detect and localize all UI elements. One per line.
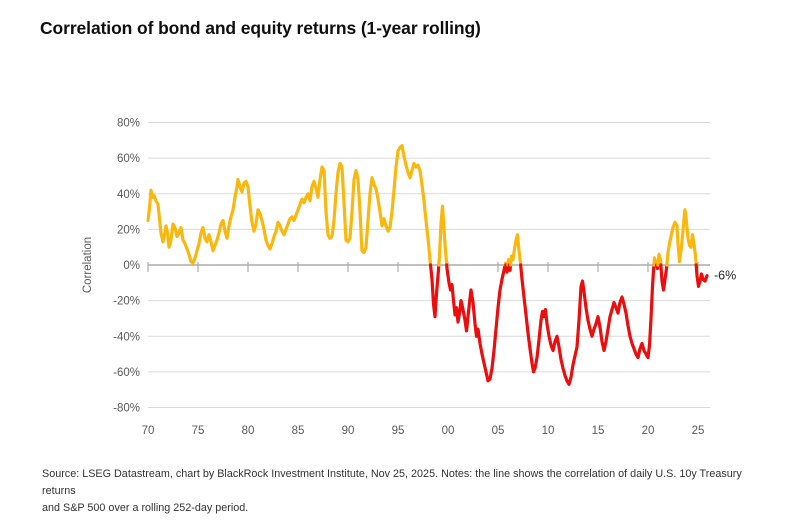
y-tick-label: 20%	[117, 224, 140, 236]
series-segment-negative	[428, 263, 441, 319]
x-tick-label: 75	[192, 425, 205, 437]
x-tick-label: 05	[492, 425, 505, 437]
x-tick-label: 25	[692, 425, 705, 437]
y-tick-label: -60%	[113, 367, 140, 379]
source-note: Source: LSEG Datastream, chart by BlackR…	[42, 466, 766, 517]
y-tick-label: 80%	[117, 118, 140, 130]
y-tick-label: -20%	[113, 296, 140, 308]
end-value-label: -6%	[714, 269, 736, 283]
y-tick-label: 0%	[123, 260, 140, 272]
series-segment-positive	[437, 204, 449, 267]
x-tick-label: 80	[242, 425, 255, 437]
x-tick-label: 95	[392, 425, 405, 437]
y-axis-title: Correlation	[82, 237, 94, 293]
x-tick-label: 15	[592, 425, 605, 437]
x-tick-label: 00	[442, 425, 455, 437]
series-segment-positive	[665, 208, 698, 267]
y-tick-label: -80%	[113, 403, 140, 415]
x-tick-label: 20	[642, 425, 655, 437]
source-note-line2: and S&P 500 over a rolling 252-day perio…	[42, 502, 249, 514]
y-tick-label: -40%	[113, 331, 140, 343]
series-segment-positive	[508, 233, 523, 267]
series-segment-negative	[659, 263, 669, 292]
y-tick-label: 40%	[117, 189, 140, 201]
source-note-line1: Source: LSEG Datastream, chart by BlackR…	[42, 468, 742, 497]
series-segment-negative	[519, 263, 656, 386]
y-tick-label: 60%	[117, 153, 140, 165]
series-segment-positive	[506, 258, 511, 267]
series-segment-negative	[504, 263, 510, 274]
chart-title: Correlation of bond and equity returns (…	[40, 18, 481, 38]
series-segment-positive	[146, 144, 433, 267]
x-tick-label: 85	[292, 425, 305, 437]
series-segment-negative	[694, 263, 709, 288]
x-tick-label: 70	[142, 425, 155, 437]
series-segment-negative	[507, 263, 513, 272]
correlation-line-chart: 80% 60% 40% 20% 0% -20% -40% -60% -80%70 75 80 85 90…	[82, 118, 736, 438]
x-tick-label: 90	[342, 425, 355, 437]
series-segment-positive	[656, 252, 663, 267]
series-segment-negative	[445, 263, 507, 383]
x-tick-label: 10	[542, 425, 555, 437]
